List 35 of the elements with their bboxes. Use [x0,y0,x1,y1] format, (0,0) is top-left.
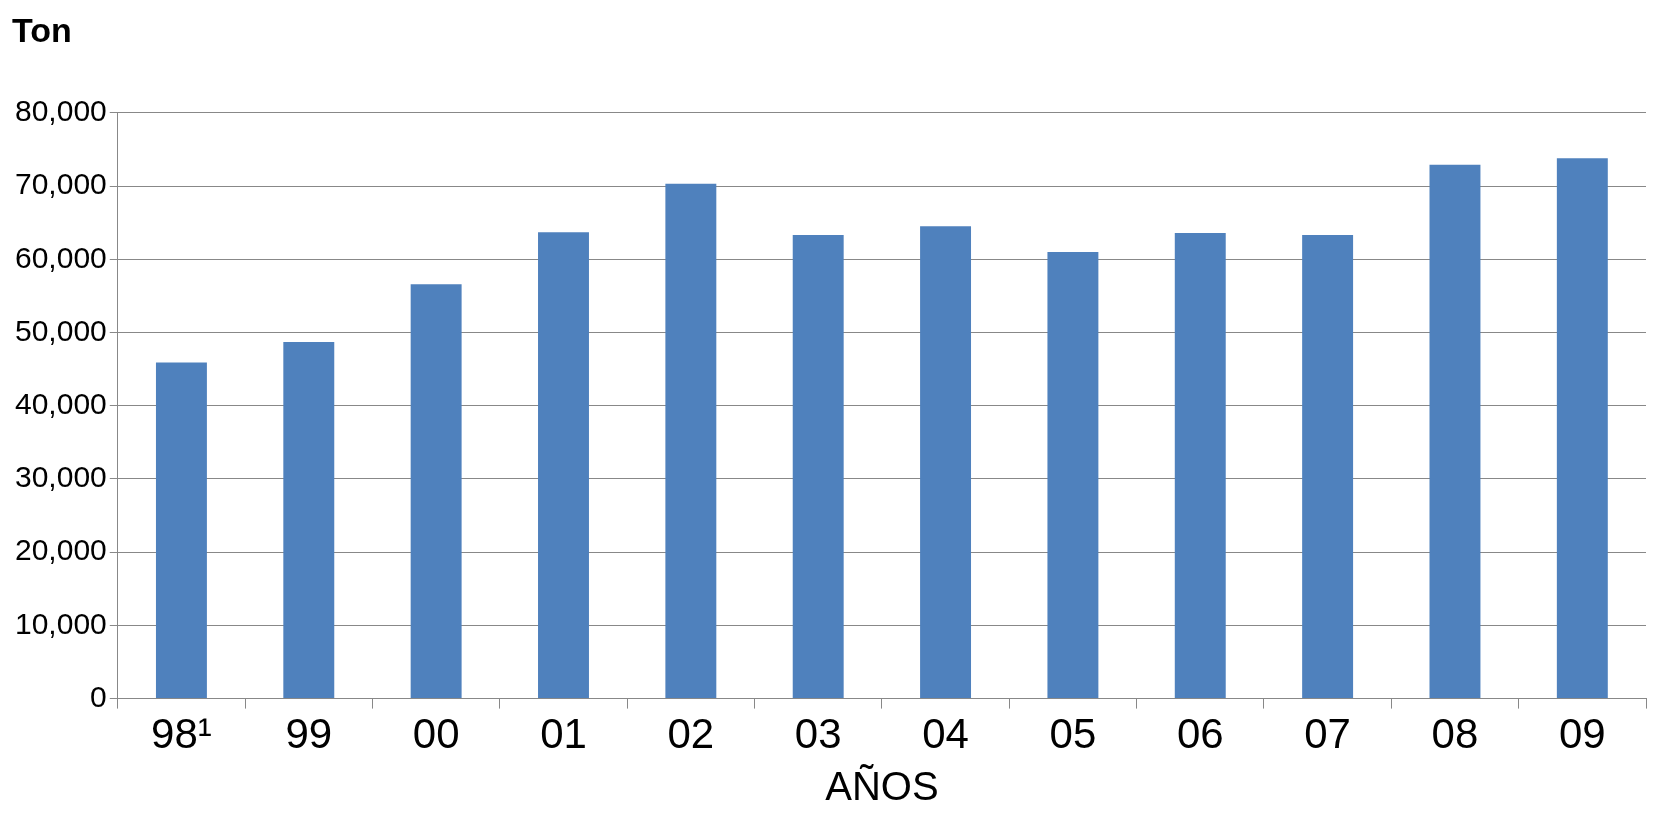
y-tick-label: 40,000 [14,386,107,420]
x-tick-label: 98¹ [151,710,212,758]
y-tick-label: 70,000 [14,167,107,201]
bar [1302,235,1354,699]
bar [1047,251,1099,699]
bar [665,183,717,699]
bar [410,284,462,699]
y-tick-label: 80,000 [14,94,107,128]
bar [1174,232,1226,699]
bar [283,341,335,699]
x-axis-title: AÑOS [825,764,939,809]
x-tick-label: 05 [1049,710,1097,758]
bar [155,362,207,699]
y-tick-label: 0 [90,679,107,713]
y-tick-label: 60,000 [14,240,107,274]
y-tick-label: 20,000 [14,533,107,567]
bar [792,235,844,699]
x-tick-label: 02 [667,710,715,758]
x-tick-label: 06 [1176,710,1224,758]
y-axis-title: Ton [12,10,72,49]
x-tick-label: 08 [1431,710,1479,758]
bar [1556,158,1608,699]
x-tick-label: 04 [922,710,969,758]
x-tick-label: 01 [540,710,587,758]
y-tick-label: 50,000 [14,313,107,347]
x-tick-label: 03 [794,710,842,758]
x-tick-label: 07 [1304,710,1351,758]
x-tick-label: 00 [412,710,460,758]
bar [920,226,972,699]
x-tick-label: 99 [285,710,333,758]
bar [538,232,589,699]
bar [1429,164,1481,699]
y-tick-label: 10,000 [14,606,107,640]
x-tick-label: 09 [1558,710,1606,758]
y-tick-label: 30,000 [14,460,107,494]
